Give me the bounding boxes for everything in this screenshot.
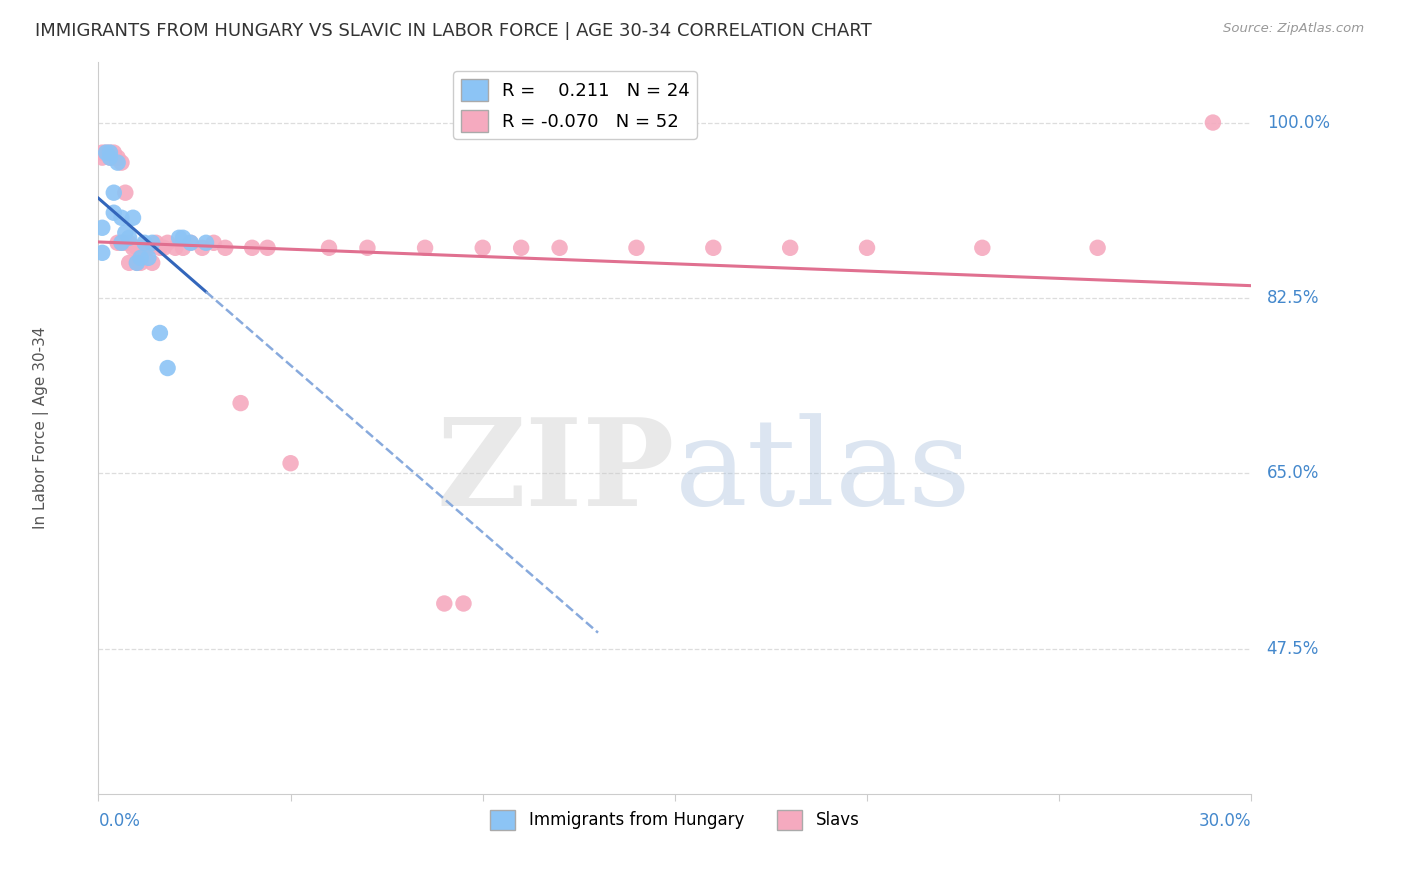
Text: In Labor Force | Age 30-34: In Labor Force | Age 30-34 [32, 326, 49, 530]
Point [856, 241, 879, 255]
Point [779, 241, 801, 255]
Point [626, 241, 648, 255]
Point [141, 256, 163, 270]
Text: 100.0%: 100.0% [1267, 113, 1330, 131]
Text: 47.5%: 47.5% [1267, 640, 1319, 657]
Text: 82.5%: 82.5% [1267, 289, 1319, 307]
Point [103, 205, 125, 219]
Point [110, 211, 132, 225]
Point [702, 241, 724, 255]
Point [94, 145, 117, 160]
Point [165, 241, 187, 255]
Point [98, 145, 121, 160]
Point [107, 235, 129, 250]
Point [125, 256, 148, 270]
Point [972, 241, 994, 255]
Point [94, 145, 117, 160]
Point [138, 241, 160, 255]
Point [413, 241, 436, 255]
Point [202, 235, 225, 250]
Point [356, 241, 378, 255]
Point [280, 456, 302, 470]
Point [114, 226, 136, 240]
Point [191, 241, 214, 255]
Point [167, 231, 190, 245]
Text: 65.0%: 65.0% [1267, 464, 1319, 483]
Point [471, 241, 494, 255]
Point [145, 235, 167, 250]
Point [180, 235, 202, 250]
Point [256, 241, 278, 255]
Point [107, 155, 129, 169]
Point [149, 326, 172, 340]
Point [98, 145, 121, 160]
Point [98, 151, 121, 165]
Point [129, 241, 152, 255]
Point [129, 251, 152, 265]
Legend: Immigrants from Hungary, Slavs: Immigrants from Hungary, Slavs [484, 803, 866, 837]
Point [318, 241, 340, 255]
Point [91, 145, 114, 160]
Point [134, 241, 156, 255]
Point [229, 396, 252, 410]
Text: Source: ZipAtlas.com: Source: ZipAtlas.com [1223, 22, 1364, 36]
Point [122, 211, 145, 225]
Point [172, 231, 194, 245]
Point [156, 361, 179, 376]
Point [91, 245, 114, 260]
Point [122, 241, 145, 255]
Point [548, 241, 571, 255]
Point [172, 241, 194, 255]
Point [152, 241, 174, 255]
Point [114, 186, 136, 200]
Text: IMMIGRANTS FROM HUNGARY VS SLAVIC IN LABOR FORCE | AGE 30-34 CORRELATION CHART: IMMIGRANTS FROM HUNGARY VS SLAVIC IN LAB… [35, 22, 872, 40]
Point [98, 151, 121, 165]
Point [214, 241, 236, 255]
Point [91, 151, 114, 165]
Point [134, 235, 156, 250]
Point [118, 235, 141, 250]
Point [1202, 115, 1225, 129]
Text: 30.0%: 30.0% [1199, 812, 1251, 830]
Point [156, 235, 179, 250]
Point [118, 231, 141, 245]
Text: ZIP: ZIP [437, 413, 675, 531]
Point [125, 241, 148, 255]
Point [103, 145, 125, 160]
Text: 0.0%: 0.0% [98, 812, 141, 830]
Point [453, 597, 475, 611]
Point [240, 241, 263, 255]
Point [433, 597, 456, 611]
Point [149, 241, 172, 255]
Point [91, 220, 114, 235]
Point [114, 235, 136, 250]
Point [103, 151, 125, 165]
Point [129, 256, 152, 270]
Point [180, 235, 202, 250]
Point [138, 251, 160, 265]
Point [195, 235, 218, 250]
Point [110, 235, 132, 250]
Point [110, 155, 132, 169]
Point [141, 235, 163, 250]
Point [125, 256, 148, 270]
Point [118, 256, 141, 270]
Point [110, 235, 132, 250]
Point [1087, 241, 1109, 255]
Point [107, 151, 129, 165]
Point [510, 241, 533, 255]
Text: atlas: atlas [675, 414, 972, 531]
Point [103, 186, 125, 200]
